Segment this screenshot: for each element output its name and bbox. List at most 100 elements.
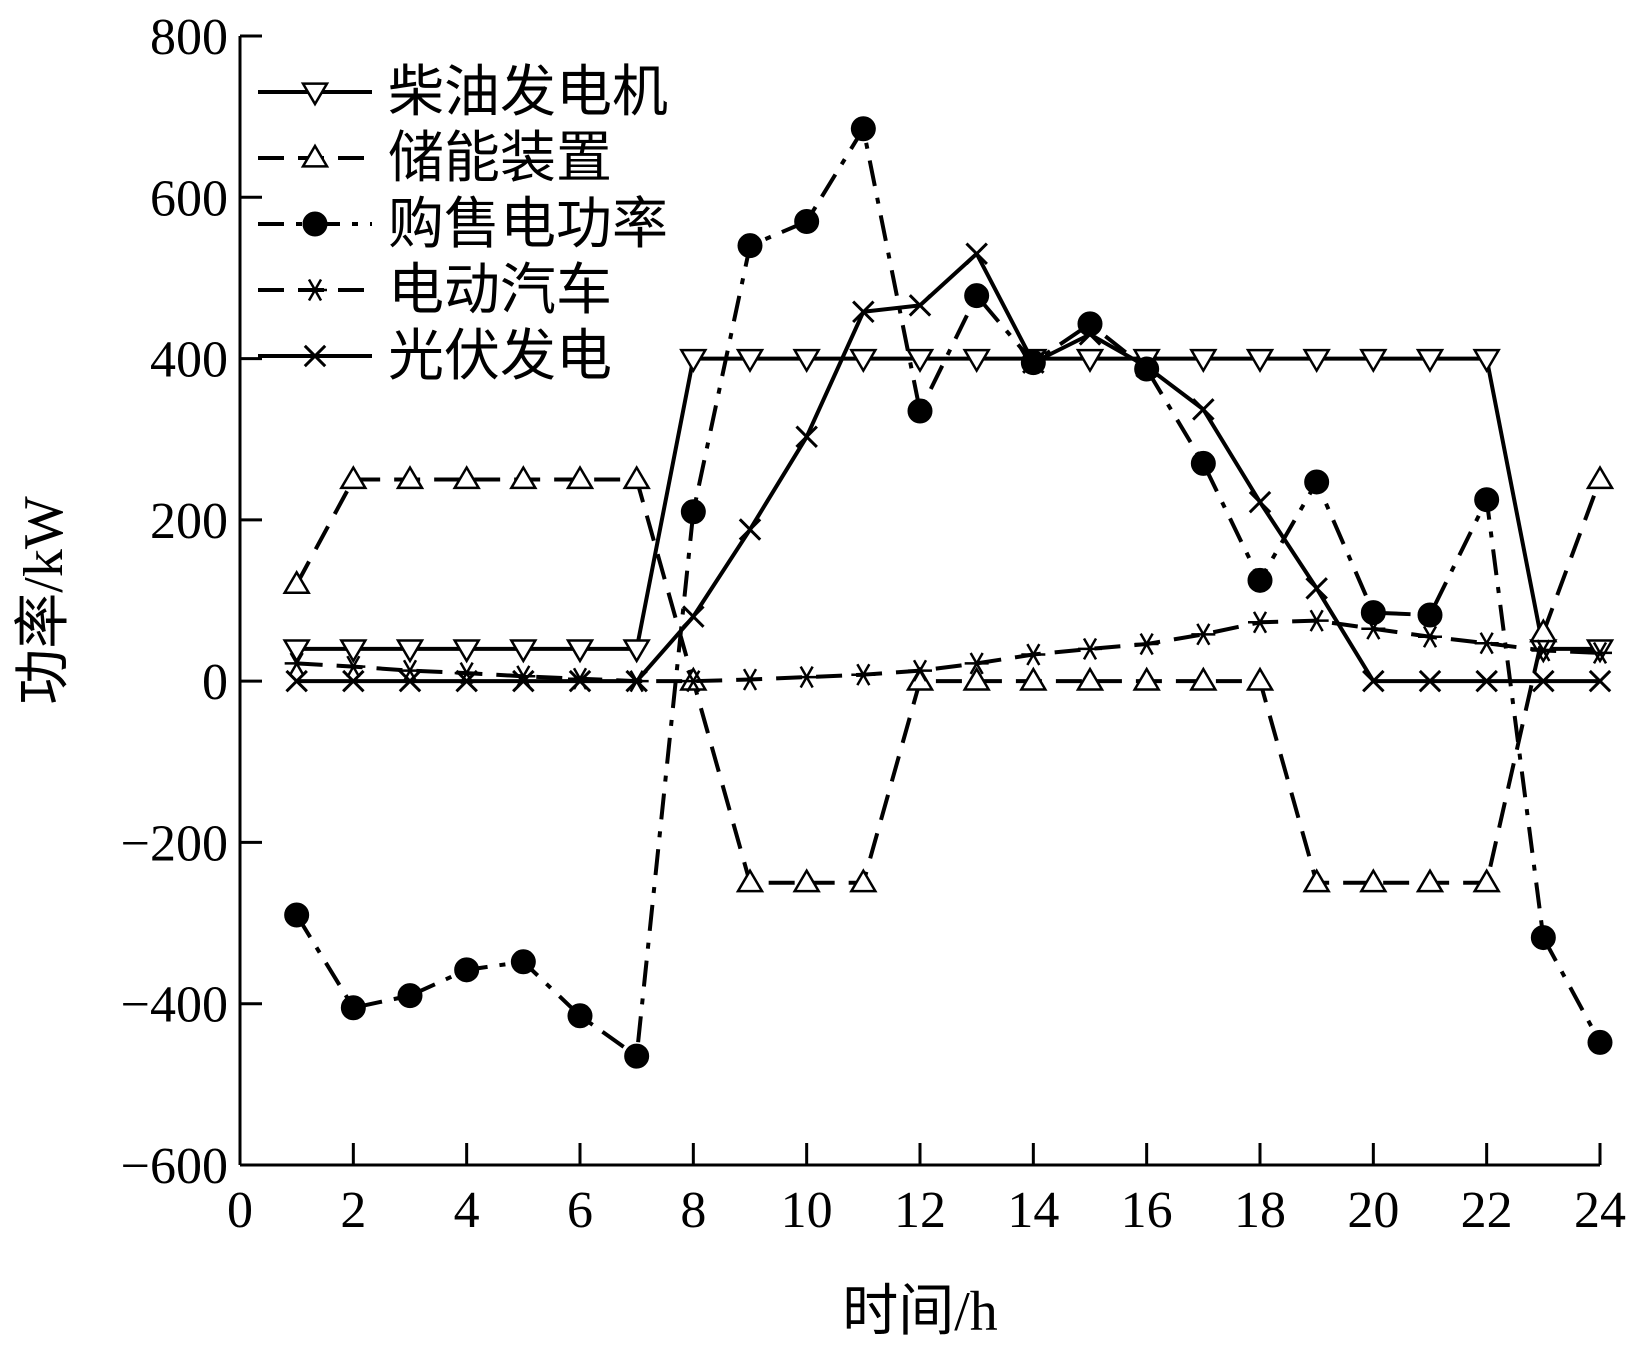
series-line — [294, 477, 1602, 885]
data-point — [1247, 567, 1273, 593]
data-point — [567, 1003, 593, 1029]
series-3 — [284, 116, 1613, 1069]
data-point — [1588, 641, 1612, 664]
data-point — [1078, 637, 1102, 660]
data-point — [395, 465, 425, 490]
data-point — [284, 902, 310, 928]
data-point — [454, 957, 480, 983]
legend-item: 光伏发电 — [258, 326, 612, 388]
data-point — [397, 983, 423, 1009]
data-point — [852, 300, 875, 324]
series-line — [294, 126, 1602, 1059]
data-point — [510, 949, 536, 975]
data-point — [282, 639, 311, 664]
data-point — [285, 669, 308, 693]
legend-marker — [303, 344, 327, 368]
data-point — [455, 669, 478, 693]
y-tick-label: −600 — [121, 1138, 228, 1195]
data-point — [1302, 348, 1331, 374]
x-tick-label: 16 — [1121, 1182, 1173, 1239]
data-point — [1472, 348, 1501, 374]
data-point — [1359, 348, 1388, 374]
data-point — [282, 569, 311, 595]
data-point — [965, 242, 988, 265]
x-tick-label: 20 — [1347, 1182, 1399, 1239]
data-point — [1021, 643, 1046, 666]
data-point — [284, 652, 309, 675]
data-point — [565, 639, 595, 664]
data-point — [511, 665, 536, 688]
legend-item: 购售电功率 — [258, 194, 668, 256]
data-point — [1189, 666, 1218, 691]
y-tick-label: 800 — [150, 9, 228, 66]
data-point — [1192, 398, 1215, 421]
data-point — [962, 348, 991, 374]
data-point — [964, 283, 990, 309]
series-line — [296, 251, 1600, 684]
y-tick-label: 600 — [150, 170, 228, 227]
data-point — [1360, 600, 1386, 626]
data-point — [1418, 669, 1442, 693]
data-point — [1190, 450, 1216, 476]
x-tick-label: 4 — [454, 1182, 480, 1239]
y-tick-label: 400 — [150, 332, 228, 389]
data-point — [1474, 487, 1500, 513]
data-point — [681, 670, 706, 693]
data-point — [1532, 669, 1555, 693]
data-point — [735, 868, 765, 893]
data-point — [962, 666, 991, 691]
data-point — [1418, 625, 1442, 648]
x-tick-label: 10 — [781, 1182, 833, 1239]
data-point — [682, 605, 705, 628]
legend-marker — [302, 211, 328, 237]
data-point — [1245, 666, 1275, 691]
x-tick-label: 6 — [567, 1182, 593, 1239]
legend-item: 电动汽车 — [258, 260, 612, 322]
data-point — [622, 465, 651, 490]
x-tick-label: 8 — [680, 1182, 706, 1239]
data-point — [737, 233, 763, 259]
data-point — [1359, 868, 1388, 893]
data-point — [792, 868, 821, 893]
data-point — [339, 639, 368, 664]
data-point — [1019, 666, 1048, 691]
legend-label: 购售电功率 — [388, 194, 668, 256]
y-tick-label: 0 — [202, 654, 228, 711]
x-axis-title: 时间/h — [842, 1281, 998, 1343]
data-point — [1361, 617, 1386, 640]
legend-marker — [300, 82, 330, 107]
series-group — [282, 116, 1615, 1069]
x-tick-label: 2 — [340, 1182, 366, 1239]
data-point — [794, 666, 819, 689]
data-point — [568, 669, 592, 693]
data-point — [625, 669, 648, 693]
series-line — [296, 618, 1601, 684]
data-point — [849, 868, 878, 893]
data-point — [1022, 351, 1045, 374]
legend-label: 储能装置 — [388, 128, 612, 190]
data-point — [679, 348, 708, 374]
legend-label: 光伏发电 — [388, 326, 612, 388]
legend-label: 电动汽车 — [388, 260, 612, 322]
series-1 — [282, 348, 1615, 664]
data-point — [851, 663, 876, 686]
data-point — [1304, 469, 1330, 495]
data-point — [1474, 632, 1499, 655]
data-point — [1415, 868, 1445, 893]
legend-label: 柴油发电机 — [388, 62, 668, 124]
data-point — [1245, 348, 1275, 374]
data-point — [342, 669, 365, 693]
data-point — [1588, 669, 1612, 693]
data-point — [452, 639, 481, 664]
data-point — [1415, 348, 1445, 374]
data-point — [340, 995, 366, 1021]
data-point — [509, 639, 538, 664]
data-point — [738, 518, 762, 541]
data-point — [1134, 632, 1159, 656]
data-point — [964, 652, 989, 675]
x-tick-label: 0 — [227, 1182, 253, 1239]
series-2 — [282, 465, 1615, 893]
data-point — [1530, 925, 1556, 951]
